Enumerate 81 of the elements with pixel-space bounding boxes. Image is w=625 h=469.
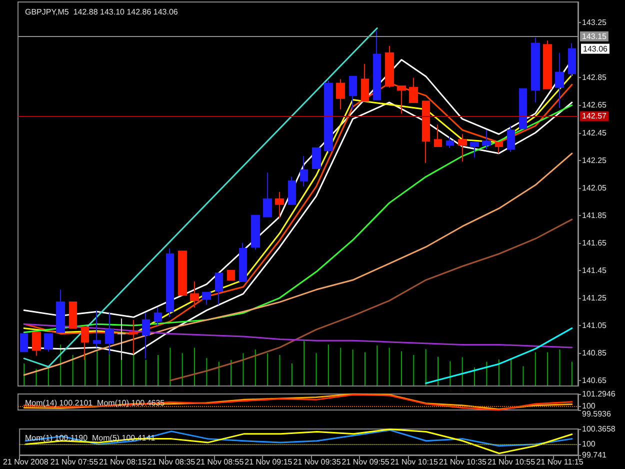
- candlestick: [495, 142, 503, 154]
- ref-line-label: 143.15: [582, 32, 608, 41]
- y-tick-label: 101.2946: [582, 390, 616, 398]
- candlestick: [263, 172, 272, 218]
- candlestick: [251, 214, 260, 250]
- x-tick-label: 21 Nov 08:55: [196, 458, 244, 466]
- x-tick-label: 21 Nov 11:15: [536, 458, 584, 466]
- y-tick-label: 142.25: [582, 156, 608, 165]
- candlestick: [215, 272, 223, 306]
- x-tick-label: 21 Nov 09:15: [244, 458, 293, 466]
- y-tick-label: 141.85: [582, 210, 608, 220]
- candlestick: [154, 307, 162, 326]
- y-tick-label: 141.45: [582, 266, 608, 275]
- candlestick: [482, 130, 491, 150]
- candlestick: [336, 78, 345, 110]
- candlestick: [166, 248, 174, 318]
- candlestick: [555, 52, 564, 108]
- y-tick-label: 142.45: [582, 128, 608, 138]
- y-tick-label: 100: [582, 402, 596, 411]
- x-tick-label: 21 Nov 07:55: [50, 458, 99, 466]
- candlestick: [190, 280, 199, 308]
- annotation: 143.06: [583, 44, 608, 54]
- candlestick: [568, 42, 576, 77]
- candlestick: [142, 312, 150, 359]
- y-tick-label: 100: [582, 440, 596, 449]
- candlestick: [93, 310, 101, 348]
- candlestick: [409, 77, 418, 103]
- candlestick: [543, 40, 552, 90]
- text: GBPJPY,M5 142.88 143.10 142.86 143.06: [25, 8, 178, 16]
- candlestick: [397, 85, 406, 114]
- x-tick-label: 21 Nov 10:35: [438, 458, 488, 466]
- candlestick: [373, 30, 381, 100]
- y-tick-label: 140.65: [582, 376, 608, 385]
- y-tick-label: 140.85: [582, 348, 608, 358]
- candlestick: [312, 147, 321, 170]
- line-series: [24, 429, 573, 447]
- line-series: [24, 428, 573, 454]
- candlestick: [470, 142, 479, 158]
- candlestick: [519, 88, 527, 130]
- candlestick: [275, 191, 284, 219]
- line-series: [425, 327, 573, 384]
- candlestick: [239, 242, 247, 282]
- x-tick-label: 21 Nov 09:35: [293, 458, 342, 466]
- candlestick: [422, 100, 430, 164]
- candlestick: [434, 124, 442, 148]
- candlestick: [300, 156, 308, 187]
- candlestick: [20, 333, 28, 352]
- candlestick: [32, 332, 41, 356]
- candlestick: [202, 292, 211, 306]
- y-tick-label: 141.25: [582, 293, 608, 302]
- candlestick: [324, 80, 333, 154]
- x-tick-label: 21 Nov 09:55: [342, 458, 390, 466]
- candlestick: [458, 134, 467, 162]
- y-tick-label: 99.741: [582, 450, 608, 460]
- candlestick: [531, 37, 540, 103]
- y-tick-label: 141.05: [582, 320, 608, 330]
- candlestick: [69, 302, 77, 329]
- candlestick: [507, 125, 515, 153]
- y-tick-label: 142.65: [582, 100, 608, 110]
- y-tick-label: 142.05: [582, 183, 608, 192]
- x-tick-label: 21 Nov 10:55: [487, 458, 536, 466]
- y-tick-label: 100.3658: [582, 424, 616, 434]
- y-tick-label: 141.65: [582, 238, 608, 248]
- y-tick-label: 142.85: [582, 73, 608, 82]
- ref-line-label: 142.57: [582, 112, 608, 121]
- candlestick: [56, 289, 65, 333]
- x-tick-label: 21 Nov 08:15: [98, 458, 148, 466]
- candlestick: [227, 270, 235, 281]
- candlestick: [385, 46, 394, 88]
- x-tick-label: 21 Nov 10:15: [390, 458, 438, 466]
- candlestick: [288, 176, 296, 205]
- candlestick: [361, 63, 369, 102]
- candlestick: [349, 76, 357, 110]
- candlestick: [44, 333, 53, 352]
- x-tick-label: 21 Nov 2008: [2, 458, 49, 466]
- line-series: [23, 323, 573, 348]
- candlestick: [446, 136, 454, 148]
- candlestick: [178, 250, 187, 296]
- y-tick-label: 99.5936: [582, 410, 612, 418]
- x-tick-label: 21 Nov 08:35: [148, 458, 196, 466]
- y-tick-label: 143.25: [582, 18, 608, 28]
